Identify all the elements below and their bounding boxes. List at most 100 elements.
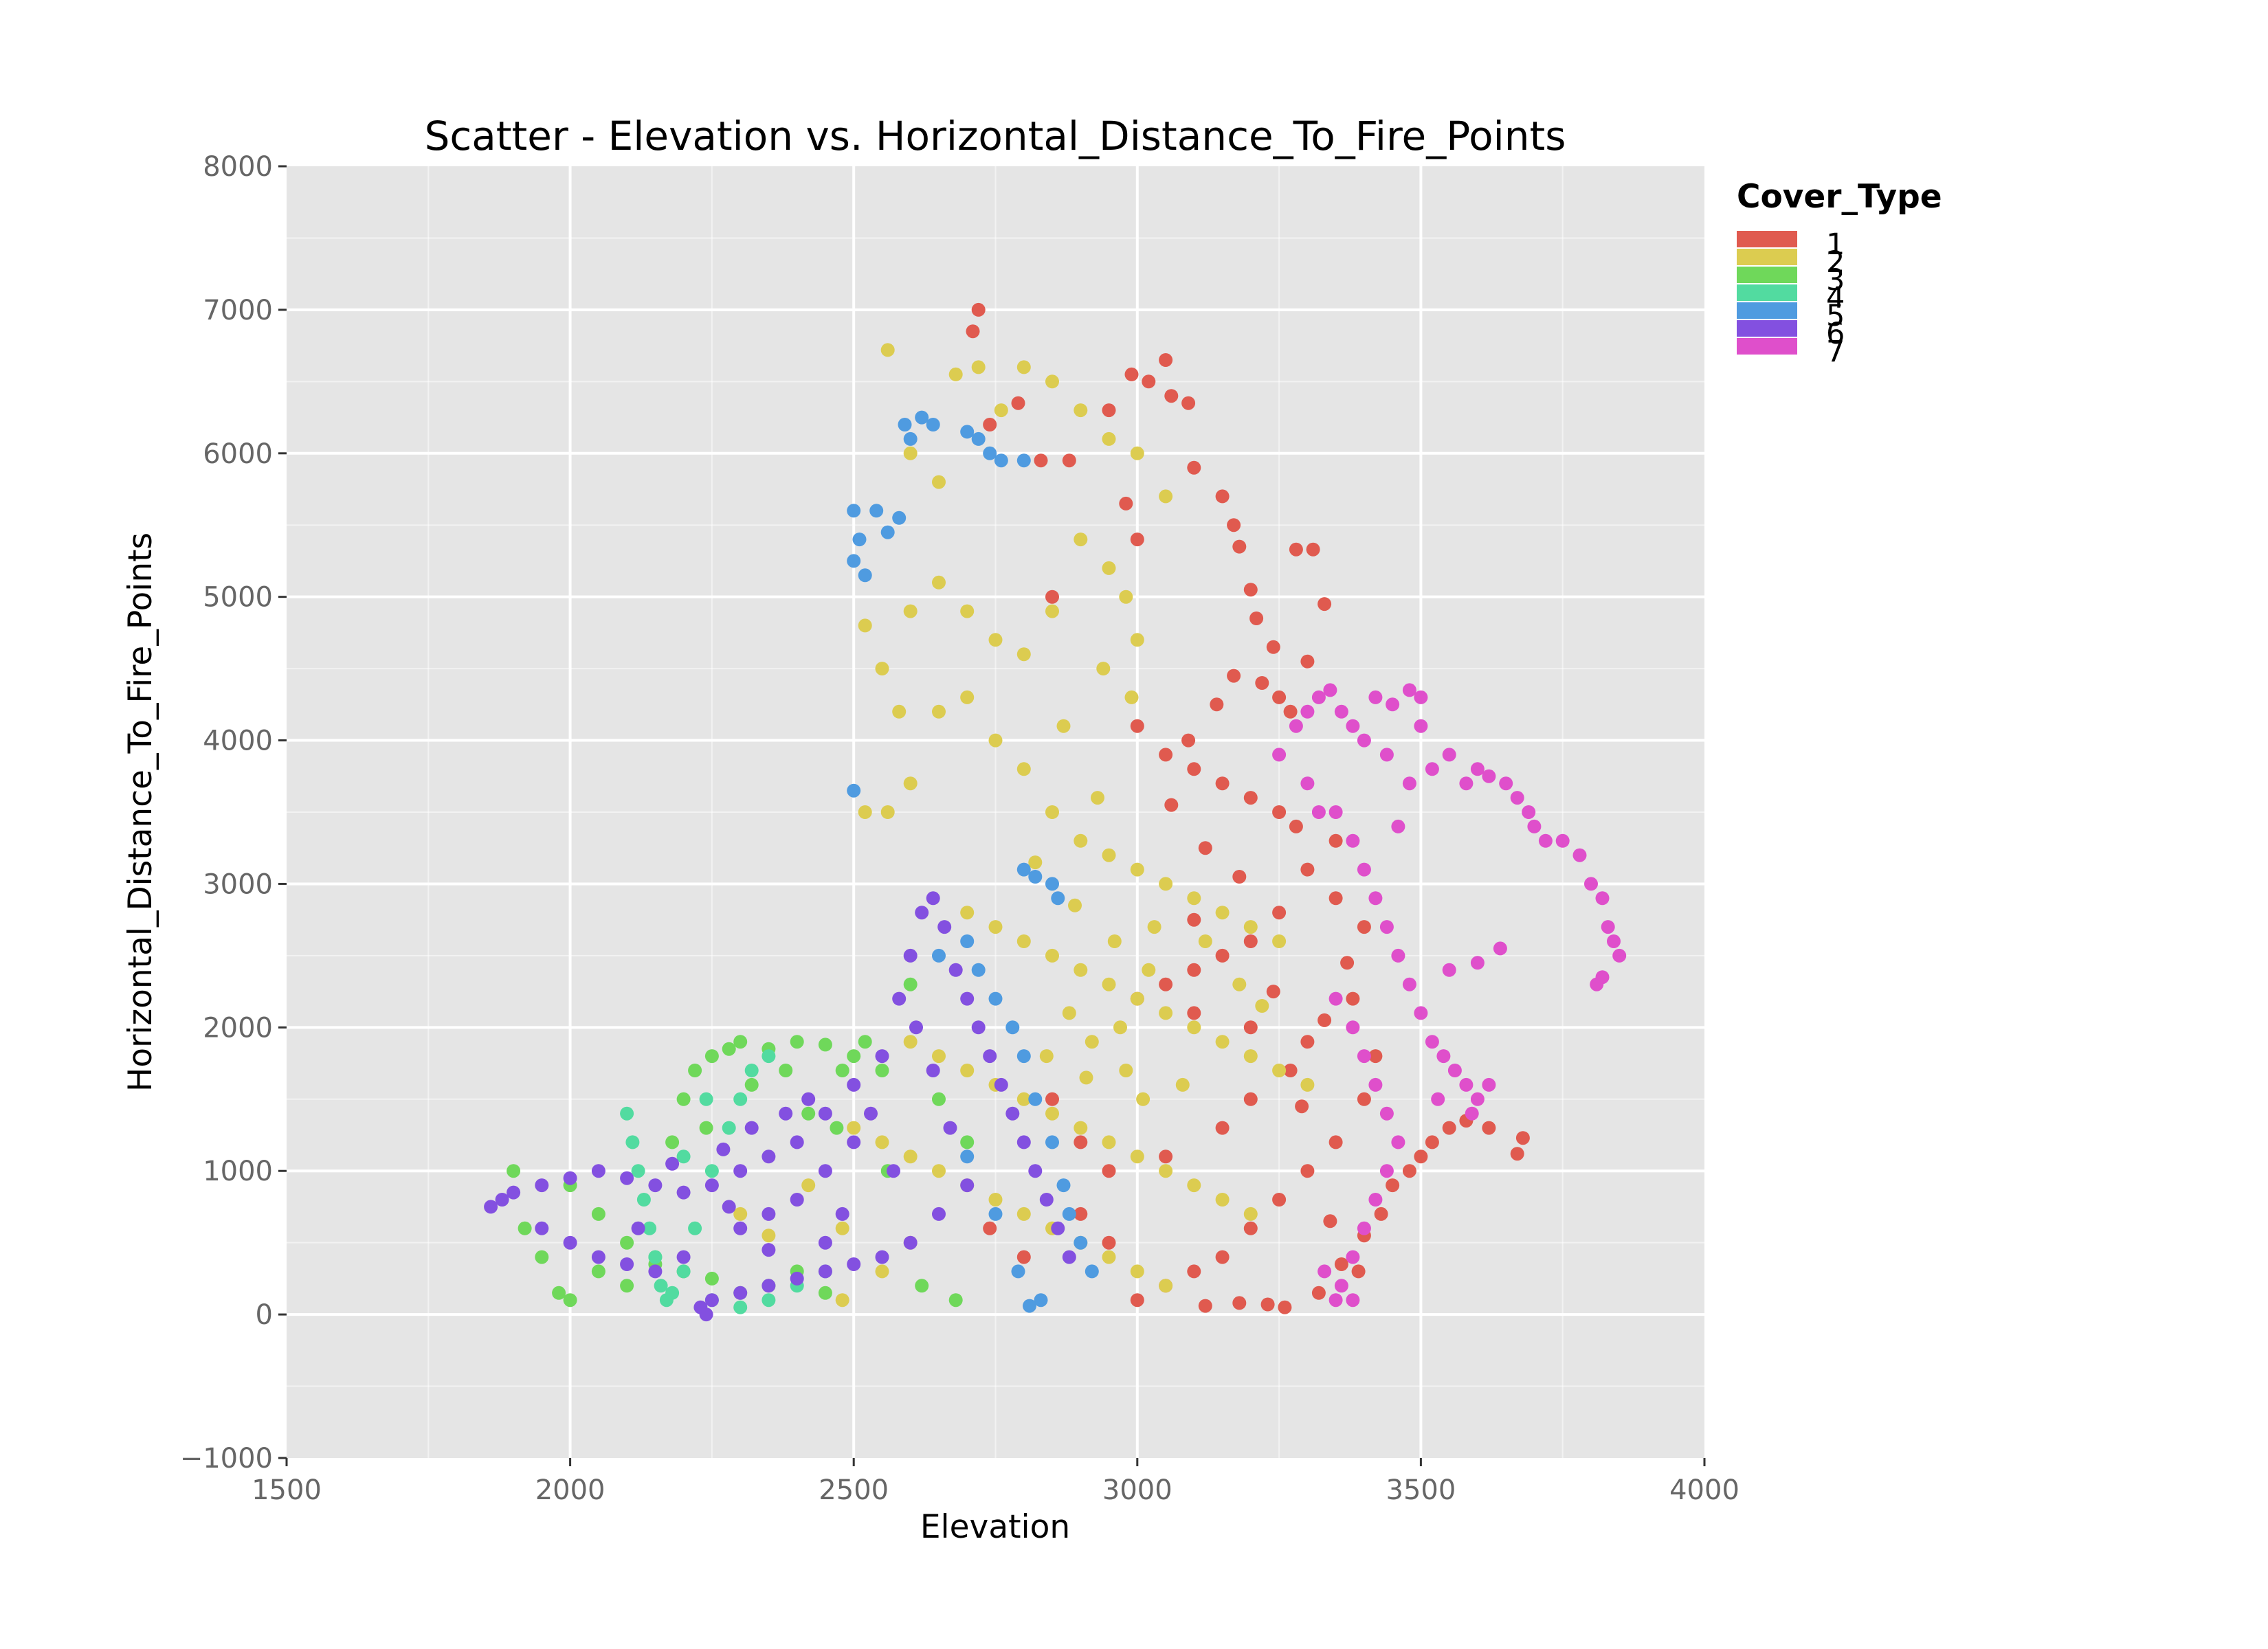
point-cover-type-7 bbox=[1368, 690, 1383, 704]
point-cover-type-6 bbox=[779, 1106, 793, 1121]
point-cover-type-2 bbox=[1102, 848, 1116, 862]
point-cover-type-6 bbox=[648, 1264, 663, 1279]
point-cover-type-2 bbox=[1045, 1106, 1059, 1121]
point-cover-type-4 bbox=[631, 1164, 645, 1178]
point-cover-type-3 bbox=[518, 1221, 532, 1235]
point-cover-type-2 bbox=[1130, 1264, 1144, 1279]
point-cover-type-1 bbox=[1062, 453, 1076, 468]
point-cover-type-6 bbox=[847, 1257, 861, 1271]
point-cover-type-2 bbox=[988, 1193, 1003, 1207]
point-cover-type-3 bbox=[790, 1035, 804, 1049]
point-cover-type-6 bbox=[960, 1178, 975, 1193]
point-cover-type-6 bbox=[535, 1178, 549, 1193]
point-cover-type-7 bbox=[1402, 776, 1416, 791]
point-cover-type-7 bbox=[1584, 877, 1598, 891]
point-cover-type-3 bbox=[676, 1092, 691, 1106]
point-cover-type-3 bbox=[733, 1035, 748, 1049]
series-1 bbox=[966, 302, 1530, 1314]
point-cover-type-7 bbox=[1318, 1264, 1332, 1279]
point-cover-type-2 bbox=[1119, 1064, 1133, 1077]
y-axis-label: Horizontal_Distance_To_Fire_Points bbox=[122, 532, 159, 1092]
point-cover-type-7 bbox=[1442, 963, 1456, 977]
point-cover-type-5 bbox=[880, 525, 895, 539]
point-cover-type-6 bbox=[948, 963, 963, 977]
point-cover-type-1 bbox=[1187, 963, 1201, 977]
point-cover-type-7 bbox=[1482, 769, 1496, 783]
point-cover-type-6 bbox=[818, 1235, 832, 1250]
legend-label-3: 3 bbox=[1826, 263, 1845, 298]
point-cover-type-2 bbox=[801, 1178, 816, 1193]
point-cover-type-7 bbox=[1311, 690, 1326, 704]
point-cover-type-2 bbox=[1130, 446, 1144, 460]
point-cover-type-2 bbox=[761, 1229, 776, 1243]
point-cover-type-2 bbox=[948, 367, 963, 381]
point-cover-type-5 bbox=[1005, 1020, 1020, 1035]
point-cover-type-4 bbox=[648, 1250, 663, 1264]
point-cover-type-1 bbox=[1227, 669, 1241, 683]
point-cover-type-6 bbox=[1062, 1250, 1076, 1264]
point-cover-type-7 bbox=[1328, 1293, 1343, 1308]
point-cover-type-1 bbox=[1386, 1178, 1400, 1193]
point-cover-type-1 bbox=[1510, 1147, 1524, 1161]
point-cover-type-3 bbox=[507, 1164, 521, 1178]
point-cover-type-7 bbox=[1386, 697, 1400, 712]
point-cover-type-1 bbox=[1181, 396, 1196, 410]
point-cover-type-1 bbox=[1016, 1250, 1031, 1264]
point-cover-type-3 bbox=[704, 1049, 719, 1064]
point-cover-type-2 bbox=[1056, 719, 1071, 733]
point-cover-type-1 bbox=[1289, 819, 1303, 833]
point-cover-type-4 bbox=[699, 1092, 713, 1106]
point-cover-type-7 bbox=[1572, 848, 1587, 862]
point-cover-type-7 bbox=[1334, 704, 1348, 719]
point-cover-type-2 bbox=[1119, 590, 1133, 604]
point-cover-type-3 bbox=[722, 1042, 736, 1056]
point-cover-type-4 bbox=[733, 1300, 748, 1314]
point-cover-type-7 bbox=[1510, 791, 1524, 805]
point-cover-type-2 bbox=[1045, 374, 1059, 389]
point-cover-type-2 bbox=[932, 704, 946, 719]
point-cover-type-2 bbox=[988, 733, 1003, 748]
point-cover-type-2 bbox=[1102, 431, 1116, 446]
point-cover-type-5 bbox=[915, 410, 929, 425]
point-cover-type-1 bbox=[1272, 690, 1287, 704]
point-cover-type-2 bbox=[903, 1035, 918, 1049]
point-cover-type-1 bbox=[1119, 496, 1133, 511]
point-cover-type-7 bbox=[1289, 719, 1303, 733]
point-cover-type-2 bbox=[858, 618, 872, 633]
point-cover-type-2 bbox=[1016, 1207, 1031, 1221]
point-cover-type-2 bbox=[903, 604, 918, 618]
point-cover-type-6 bbox=[847, 1135, 861, 1149]
point-cover-type-5 bbox=[960, 425, 975, 439]
point-cover-type-7 bbox=[1465, 1106, 1479, 1121]
legend-swatch-3 bbox=[1737, 267, 1797, 283]
point-cover-type-5 bbox=[858, 568, 872, 583]
point-cover-type-2 bbox=[1074, 963, 1088, 977]
y-tick-label: 7000 bbox=[203, 295, 273, 326]
point-cover-type-1 bbox=[1272, 805, 1287, 819]
point-cover-type-2 bbox=[988, 920, 1003, 934]
point-cover-type-6 bbox=[835, 1207, 849, 1221]
point-cover-type-1 bbox=[1215, 1250, 1230, 1264]
point-cover-type-6 bbox=[801, 1092, 816, 1106]
y-tick-label: 8000 bbox=[203, 151, 273, 183]
point-cover-type-7 bbox=[1357, 1049, 1371, 1064]
point-cover-type-6 bbox=[535, 1221, 549, 1235]
point-cover-type-2 bbox=[1198, 934, 1212, 948]
point-cover-type-6 bbox=[915, 906, 929, 920]
legend-swatch-6 bbox=[1737, 320, 1797, 337]
legend-label-2: 2 bbox=[1826, 245, 1845, 280]
point-cover-type-2 bbox=[875, 1264, 889, 1279]
point-cover-type-5 bbox=[1016, 862, 1031, 877]
point-cover-type-4 bbox=[676, 1149, 691, 1164]
point-cover-type-5 bbox=[847, 554, 861, 568]
point-cover-type-2 bbox=[835, 1221, 849, 1235]
point-cover-type-1 bbox=[1011, 396, 1025, 410]
point-cover-type-1 bbox=[1159, 748, 1173, 762]
point-cover-type-7 bbox=[1368, 891, 1383, 906]
point-cover-type-2 bbox=[1045, 948, 1059, 963]
point-cover-type-7 bbox=[1538, 833, 1553, 848]
point-cover-type-3 bbox=[563, 1293, 577, 1308]
point-cover-type-1 bbox=[1328, 833, 1343, 848]
point-cover-type-1 bbox=[1130, 532, 1144, 547]
